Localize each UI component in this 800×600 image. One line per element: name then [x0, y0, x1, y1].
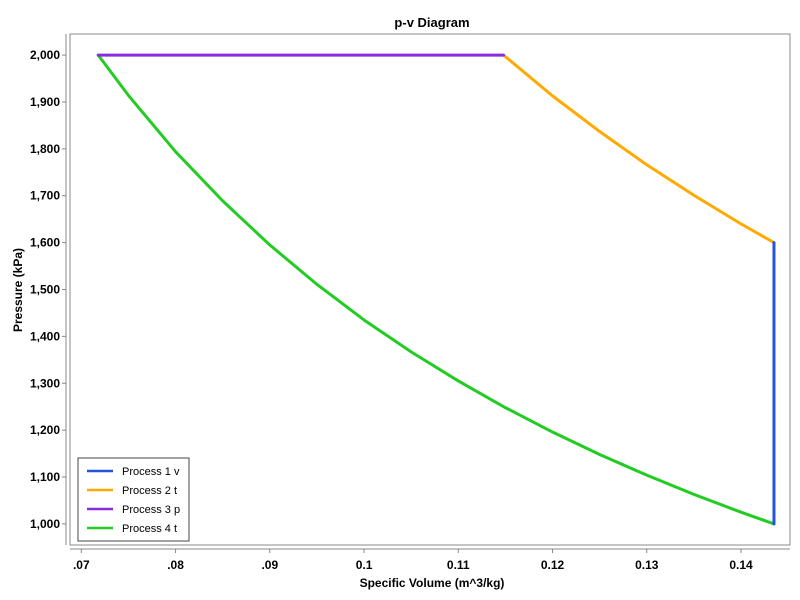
- x-tick-label: .08: [167, 558, 184, 572]
- series-line-2: [502, 53, 776, 245]
- y-tick-label: 1,600: [30, 236, 60, 250]
- y-tick-label: 1,100: [30, 470, 60, 484]
- y-tick-label: 1,400: [30, 329, 60, 343]
- legend-label: Process 3 p: [122, 504, 180, 516]
- y-tick-label: 1,200: [30, 423, 60, 437]
- x-tick-label: .09: [261, 558, 278, 572]
- legend-label: Process 4 t: [122, 523, 177, 535]
- x-axis-ticks: .07 .08 .09 0.1 0.11 0.12 0.13 0.14: [73, 549, 753, 572]
- x-axis-label: Specific Volume (m^3/kg): [360, 576, 505, 590]
- x-tick-label: 0.13: [635, 558, 659, 572]
- x-tick-label: .07: [73, 558, 90, 572]
- legend: Process 1 v Process 2 t Process 3 p Process…: [77, 457, 190, 542]
- x-tick-label: 0.11: [447, 558, 470, 572]
- y-axis-label: Pressure (kPa): [11, 248, 25, 332]
- y-tick-label: 1,800: [30, 142, 60, 156]
- y-tick-label: 1,700: [30, 189, 60, 203]
- y-axis-ticks: 1,000 1,100 1,200 1,300 1,400 1,500 1,600 1,700…: [30, 48, 66, 531]
- y-tick-label: 2,000: [30, 48, 60, 62]
- y-tick-label: 1,500: [30, 283, 60, 297]
- chart-title: p-v Diagram: [394, 15, 469, 30]
- x-tick-label: 0.1: [356, 558, 373, 572]
- legend-label: Process 2 t: [122, 485, 177, 497]
- series-layer: [96, 53, 776, 526]
- x-tick-label: 0.14: [729, 558, 753, 572]
- y-tick-label: 1,900: [30, 95, 60, 109]
- y-tick-label: 1,000: [30, 517, 60, 531]
- plot-area: [69, 33, 791, 546]
- x-tick-label: 0.12: [541, 558, 565, 572]
- series-line-4: [96, 53, 776, 526]
- legend-label: Process 1 v: [122, 466, 180, 478]
- y-tick-label: 1,300: [30, 376, 60, 390]
